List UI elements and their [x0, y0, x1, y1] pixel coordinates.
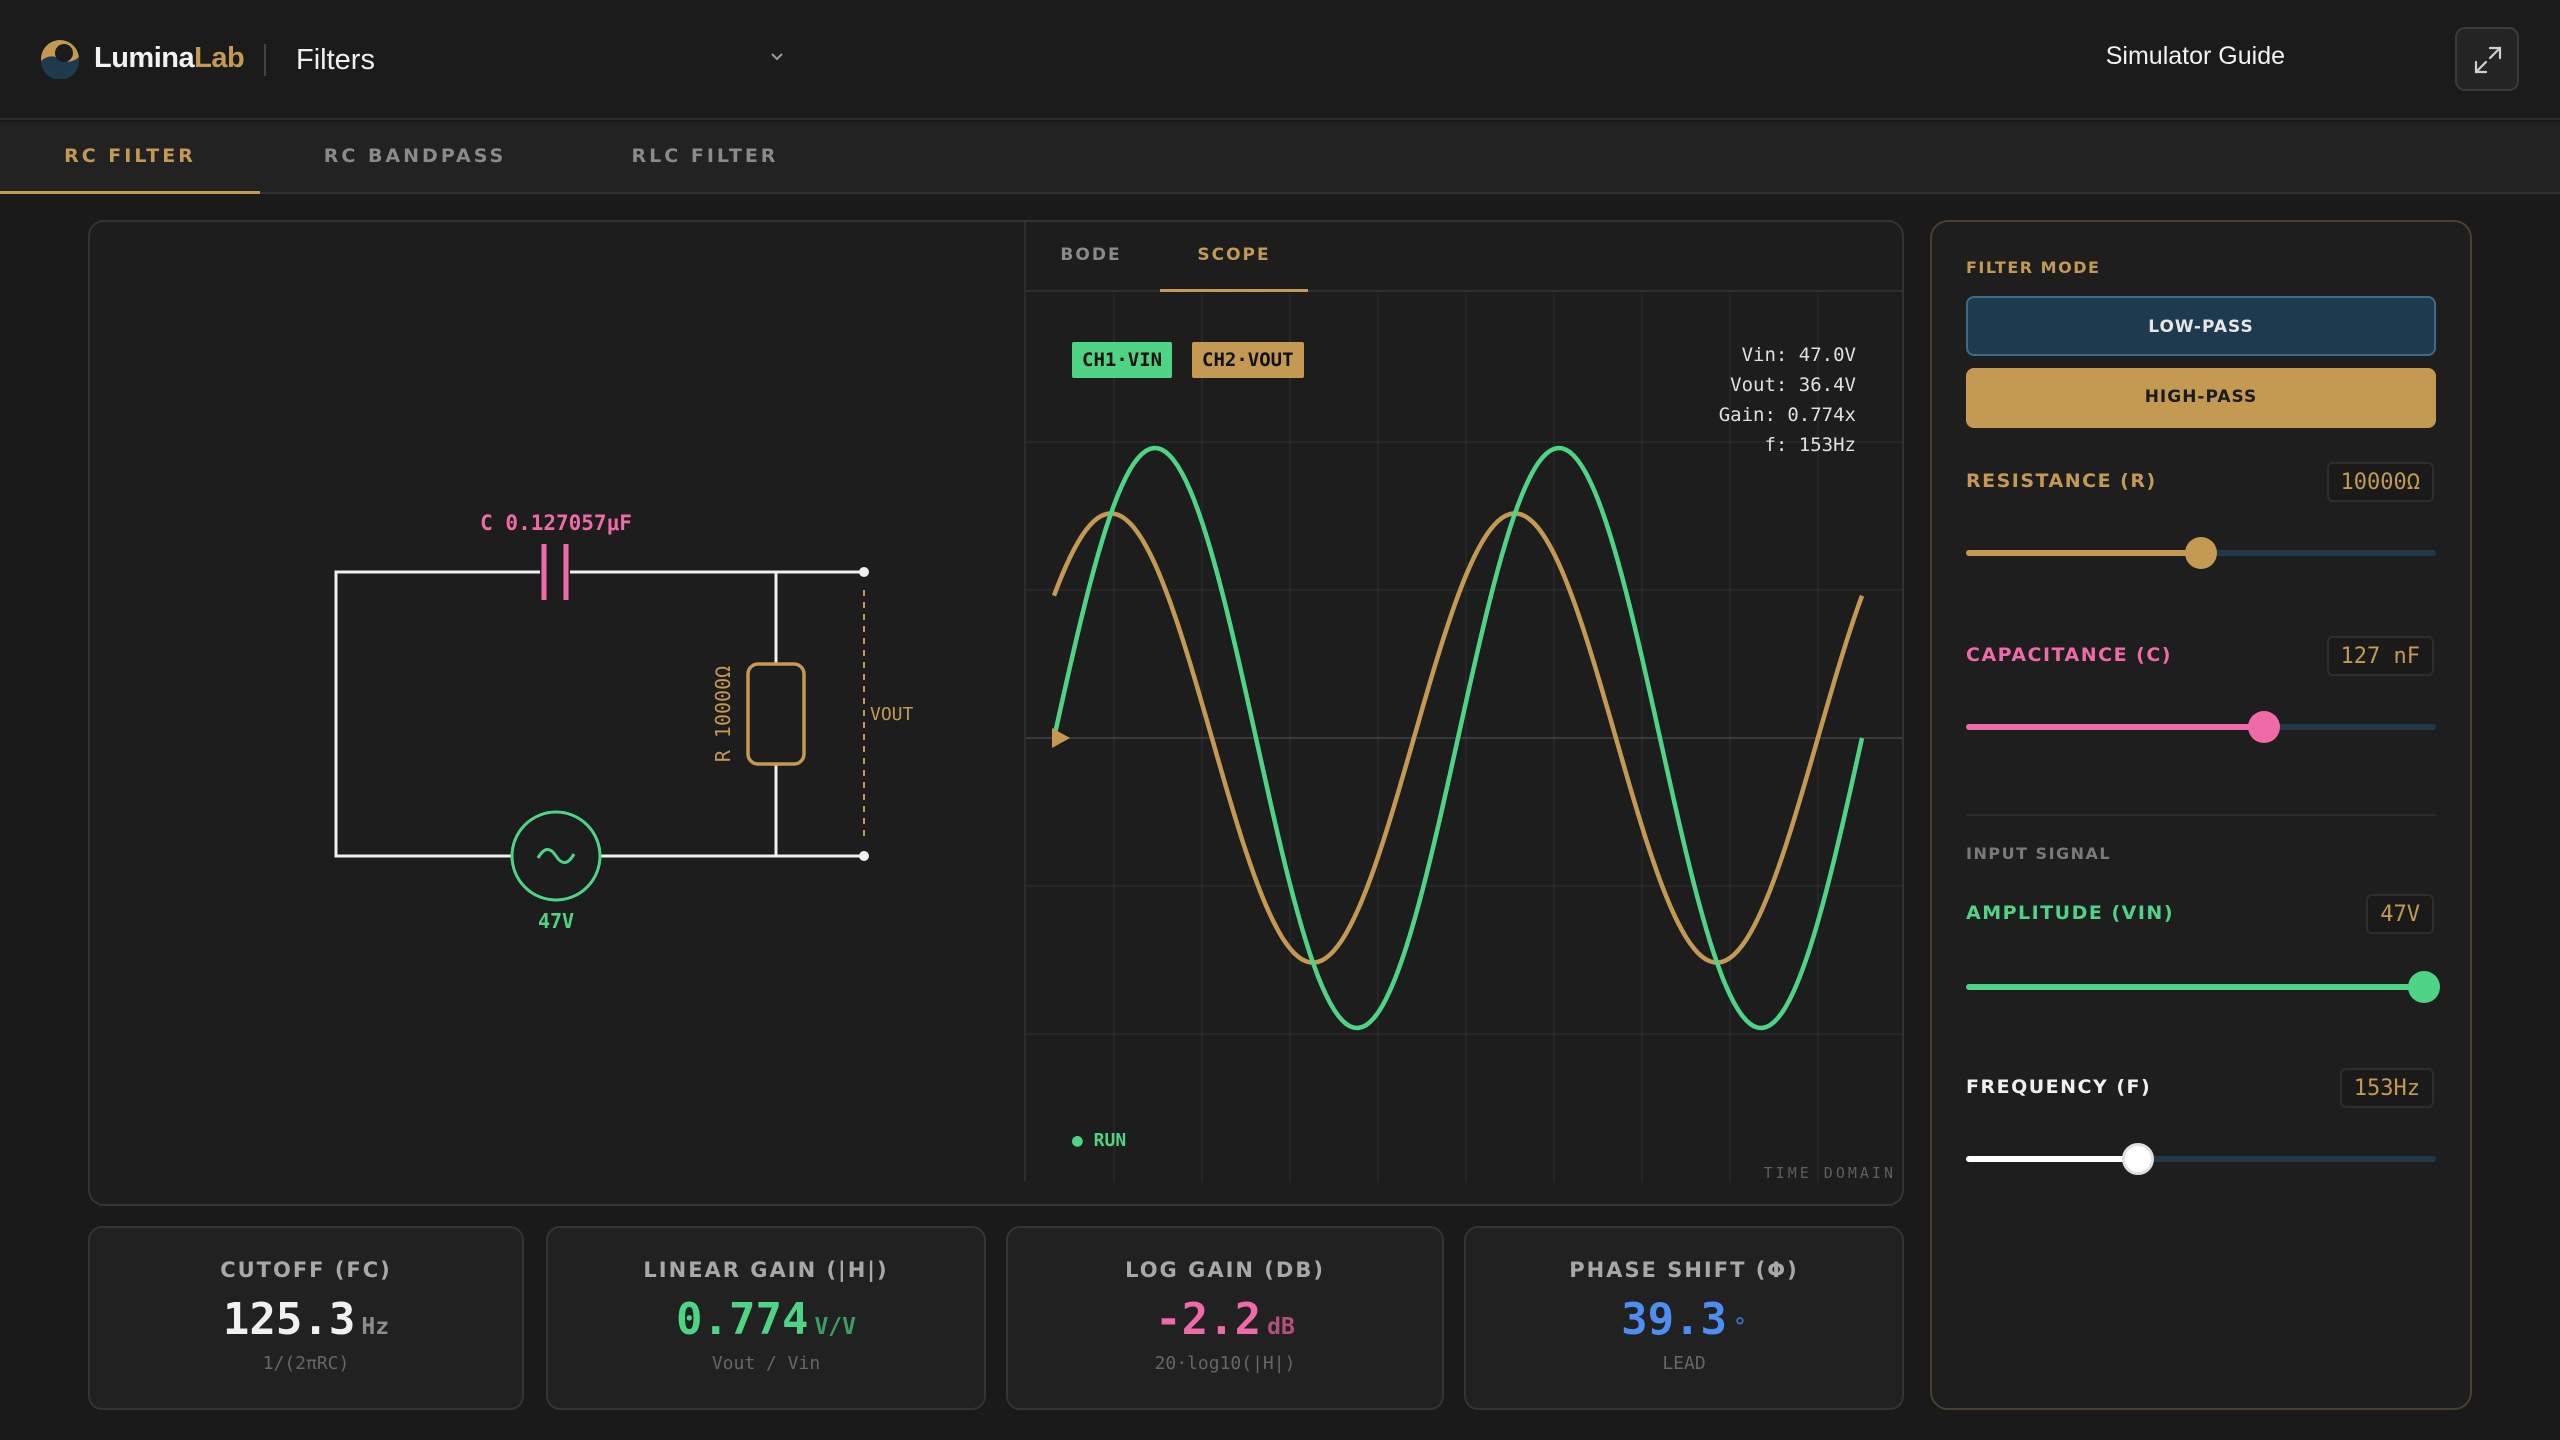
- vout-label: VOUT: [870, 704, 914, 725]
- capacitance-slider-fill: [1966, 724, 2265, 730]
- metric-linear-gain: LINEAR GAIN (|H|) 0.774 V/V Vout / Vin: [546, 1226, 986, 1410]
- tab-rc-bandpass[interactable]: RC BANDPASS: [323, 145, 507, 167]
- tab-bode[interactable]: BODE: [1060, 245, 1122, 265]
- fullscreen-button[interactable]: [2455, 27, 2519, 91]
- tab-scope[interactable]: SCOPE: [1160, 222, 1308, 292]
- section-divider: [1966, 814, 2436, 816]
- frequency-value[interactable]: 153Hz: [2339, 1068, 2434, 1108]
- metric-value-wrap: 0.774 V/V: [548, 1294, 984, 1345]
- metric-value: 125.3: [222, 1294, 356, 1345]
- capacitance-slider[interactable]: [1966, 711, 2436, 743]
- metric-unit: V/V: [814, 1314, 856, 1340]
- readout-vin: Vin: 47.0V: [1741, 344, 1856, 366]
- metric-value-wrap: -2.2 dB: [1008, 1294, 1442, 1345]
- tab-rc-filter[interactable]: RC FILTER: [0, 122, 260, 194]
- page-dropdown-label: Filters: [296, 44, 375, 76]
- tab-rlc-filter[interactable]: RLC FILTER: [631, 145, 779, 167]
- simulation-panel: C 0.127057μF R 10000Ω VOUT 47V BODE SCOP…: [88, 220, 1904, 1206]
- capacitance-label: CAPACITANCE (C): [1966, 644, 2172, 666]
- capacitor-symbol: [541, 544, 569, 600]
- amplitude-slider-fill: [1966, 984, 2425, 990]
- metric-unit: dB: [1267, 1314, 1295, 1340]
- low-pass-button[interactable]: LOW-PASS: [1966, 296, 2436, 356]
- metric-log-gain: LOG GAIN (DB) -2.2 dB 20·log10(|H|): [1006, 1226, 1444, 1410]
- filter-mode-label: FILTER MODE: [1966, 258, 2101, 277]
- metric-unit: Hz: [361, 1314, 390, 1340]
- amplitude-value[interactable]: 47V: [2366, 894, 2434, 934]
- frequency-slider-thumb[interactable]: [2121, 1143, 2154, 1175]
- frequency-slider[interactable]: [1966, 1143, 2436, 1175]
- chevron-down-icon: [771, 53, 783, 61]
- scope-readout: Vin: 47.0V Vout: 36.4V Gain: 0.774x f: 1…: [1719, 340, 1856, 460]
- capacitance-value[interactable]: 127 nF: [2326, 636, 2434, 676]
- metric-title: PHASE SHIFT (Φ): [1569, 1258, 1799, 1282]
- brand-logo[interactable]: LuminaLab: [94, 42, 245, 75]
- input-signal-label: INPUT SIGNAL: [1966, 844, 2112, 863]
- frequency-slider-fill: [1966, 1156, 2138, 1162]
- ch2-badge[interactable]: CH2·VOUT: [1192, 342, 1304, 378]
- domain-label: TIME DOMAIN: [1763, 1164, 1896, 1182]
- metric-title: CUTOFF (FC): [220, 1258, 392, 1282]
- run-indicator: ● RUN: [1072, 1130, 1127, 1151]
- metric-formula: LEAD: [1662, 1353, 1706, 1374]
- metric-title: LINEAR GAIN (|H|): [643, 1258, 889, 1282]
- resistor-label: R 10000Ω: [711, 666, 735, 762]
- filter-tabs: RC FILTER RC BANDPASS RLC FILTER: [0, 122, 2560, 194]
- ch1-badge[interactable]: CH1·VIN: [1072, 342, 1173, 378]
- trigger-marker: [1052, 728, 1070, 748]
- metric-unit: °: [1733, 1314, 1747, 1340]
- amplitude-label: AMPLITUDE (VIN): [1966, 902, 2175, 924]
- expand-icon: [2474, 46, 2502, 74]
- view-tabs: BODE SCOPE: [1026, 222, 1902, 292]
- circuit-diagram: C 0.127057μF R 10000Ω VOUT 47V: [334, 511, 914, 933]
- output-terminal-top: [859, 567, 869, 577]
- resistance-slider-thumb[interactable]: [2185, 537, 2217, 569]
- metric-value: 39.3: [1621, 1294, 1728, 1345]
- frequency-label: FREQUENCY (F): [1966, 1076, 2152, 1098]
- page-dropdown[interactable]: Filters: [296, 40, 796, 80]
- resistance-slider-fill: [1966, 550, 2201, 556]
- resistor-symbol: [746, 662, 806, 766]
- high-pass-button[interactable]: HIGH-PASS: [1966, 368, 2436, 428]
- metric-cutoff: CUTOFF (FC) 125.3 Hz 1/(2πRC): [88, 1226, 524, 1410]
- metric-formula: 20·log10(|H|): [1154, 1353, 1296, 1374]
- metric-value: 0.774: [676, 1294, 809, 1345]
- metric-title: LOG GAIN (DB): [1125, 1258, 1325, 1282]
- brand-main: Lumina: [94, 42, 195, 74]
- readout-gain: Gain: 0.774x: [1718, 404, 1856, 426]
- scope-area: BODE SCOPE CH1·VIN CH2·VOUT Vin: 47.0V V…: [1024, 222, 1904, 1182]
- metric-value: -2.2: [1155, 1294, 1262, 1345]
- capacitance-slider-thumb[interactable]: [2248, 711, 2281, 743]
- metric-value-wrap: 125.3 Hz: [90, 1294, 522, 1345]
- app-header: LuminaLab Filters Simulator Guide: [0, 0, 2560, 120]
- logo-icon: [41, 40, 79, 79]
- amplitude-slider-thumb[interactable]: [2408, 971, 2441, 1003]
- vout-trace: [1051, 511, 1865, 965]
- metric-value-wrap: 39.3 °: [1466, 1294, 1902, 1345]
- source-label: 47V: [538, 909, 574, 933]
- vin-trace: [1051, 445, 1865, 1031]
- output-terminal-bottom: [859, 851, 869, 861]
- header-divider: [264, 44, 266, 76]
- amplitude-slider[interactable]: [1966, 971, 2441, 1003]
- oscilloscope-display[interactable]: [1026, 294, 1904, 1182]
- capacitor-label: C 0.127057μF: [480, 511, 632, 535]
- metric-formula: 1/(2πRC): [262, 1353, 350, 1374]
- resistance-value[interactable]: 10000Ω: [2326, 462, 2434, 502]
- resistance-slider[interactable]: [1966, 537, 2436, 569]
- metric-formula: Vout / Vin: [711, 1353, 821, 1374]
- metric-phase-shift: PHASE SHIFT (Φ) 39.3 ° LEAD: [1464, 1226, 1904, 1410]
- simulator-guide-link[interactable]: Simulator Guide: [2105, 42, 2285, 70]
- readout-vout: Vout: 36.4V: [1730, 374, 1856, 396]
- control-panel: FILTER MODE LOW-PASS HIGH-PASS RESISTANC…: [1930, 220, 2472, 1410]
- resistance-label: RESISTANCE (R): [1966, 470, 2157, 492]
- brand-accent: Lab: [194, 42, 245, 74]
- readout-freq: f: 153Hz: [1764, 434, 1856, 456]
